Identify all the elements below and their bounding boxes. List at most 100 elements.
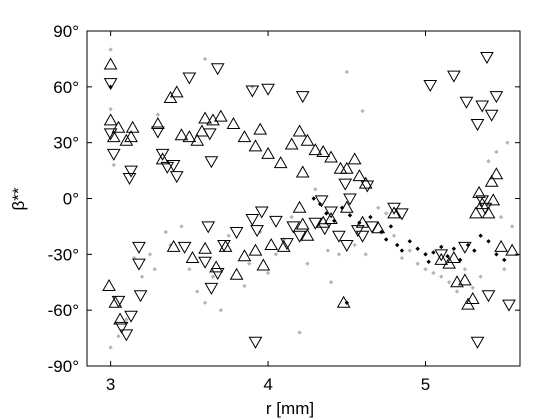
triangle-down-marker [198,256,212,269]
dark-dot-marker [426,259,431,264]
dark-dot-marker [394,242,400,248]
triangle-down-marker [395,208,409,221]
light-dot-marker [273,252,279,257]
triangle-up-marker [248,139,263,152]
y-tick-label: -60° [48,301,79,320]
light-dot-marker [152,267,157,272]
triangle-up-marker [300,133,315,146]
triangle-down-marker [280,238,294,251]
light-dot-marker [289,214,294,220]
triangle-up-marker [300,228,315,241]
triangle-down-marker [106,148,121,161]
y-axis-label: β** [9,187,28,210]
light-dot-marker [360,108,365,114]
triangle-up-marker [103,113,118,126]
triangle-down-marker [204,282,219,295]
triangle-down-marker [286,221,301,234]
light-dot-marker [376,205,381,211]
dark-dot-marker [407,239,412,244]
triangle-down-marker [250,225,264,238]
triangle-up-marker [284,137,299,150]
triangle-down-marker [470,336,485,349]
triangle-down-marker [210,267,225,280]
triangle-up-marker [352,169,367,182]
triangle-up-marker [295,217,310,230]
dark-dot-marker [311,196,316,201]
light-dot-marker [407,248,412,253]
dark-dot-marker [502,257,507,263]
triangle-down-marker [201,221,216,234]
triangle-up-marker [387,206,401,219]
light-dot-marker [139,274,145,279]
light-dot-marker [352,242,357,248]
light-dot-marker [399,255,405,261]
light-dot-marker [111,162,116,168]
triangle-up-marker [264,238,279,251]
dark-dot-marker [478,233,483,238]
triangle-up-marker [489,167,504,180]
plot-frame [86,30,521,367]
light-dot-marker [415,261,420,266]
triangle-up-marker [339,161,354,174]
light-dot-marker [242,283,247,289]
triangle-down-marker [447,70,461,83]
dark-dot-marker [368,214,373,220]
light-dot-marker [187,267,192,272]
light-dot-marker [505,140,510,145]
triangle-down-marker [332,230,346,243]
dark-dot-marker [451,246,457,251]
triangle-up-marker [333,161,348,174]
triangle-up-marker [185,251,200,264]
triangle-up-marker [434,252,449,265]
triangle-up-marker [195,124,209,137]
triangle-down-marker [459,96,474,109]
triangle-up-marker [248,243,263,256]
y-tick-label: 90° [53,22,79,41]
triangle-down-marker [295,91,310,104]
triangle-down-marker [245,213,260,226]
triangle-up-marker [347,152,362,165]
light-dot-marker [344,69,349,75]
triangle-up-marker [505,243,519,256]
axis-ticks [87,30,520,367]
dark-dot-marker [388,224,394,229]
triangle-down-marker [166,160,181,173]
triangle-down-marker [324,206,338,219]
light-dot-marker [391,233,397,238]
triangle-up-marker [150,117,165,130]
triangle-down-marker [261,83,275,96]
triangle-up-marker [111,120,126,133]
light-dot-marker [502,267,507,272]
light-dot-marker [446,280,452,285]
x-axis-label: r [mm] [266,399,314,418]
light-dot-marker [265,270,271,276]
dark-dot-marker [445,253,450,259]
light-dot-marker [470,285,475,291]
dark-dot-marker [383,237,389,242]
triangle-down-marker [338,178,353,191]
y-tick-label: 0° [63,190,79,209]
triangle-up-marker [166,239,181,252]
triangle-down-marker [470,119,485,132]
light-dot-marker [147,252,153,257]
triangle-up-marker [102,278,116,291]
light-dot-marker [202,300,208,305]
triangle-down-marker [150,126,165,139]
data-points [102,47,519,350]
triangle-up-marker [182,130,197,143]
triangle-up-marker [276,239,291,252]
dark-dot-marker [399,248,405,253]
triangle-up-marker [273,156,288,169]
triangle-up-marker [174,128,189,141]
triangle-down-marker [182,72,197,85]
triangle-down-marker [292,230,307,243]
triangle-up-marker [125,120,140,133]
light-dot-marker [305,261,310,266]
triangle-up-marker [292,200,307,213]
triangle-up-marker [106,130,121,143]
triangle-up-marker [458,273,472,286]
y-tick-label: 60° [53,78,79,97]
triangle-up-marker [169,85,184,98]
triangle-down-marker [480,52,494,65]
